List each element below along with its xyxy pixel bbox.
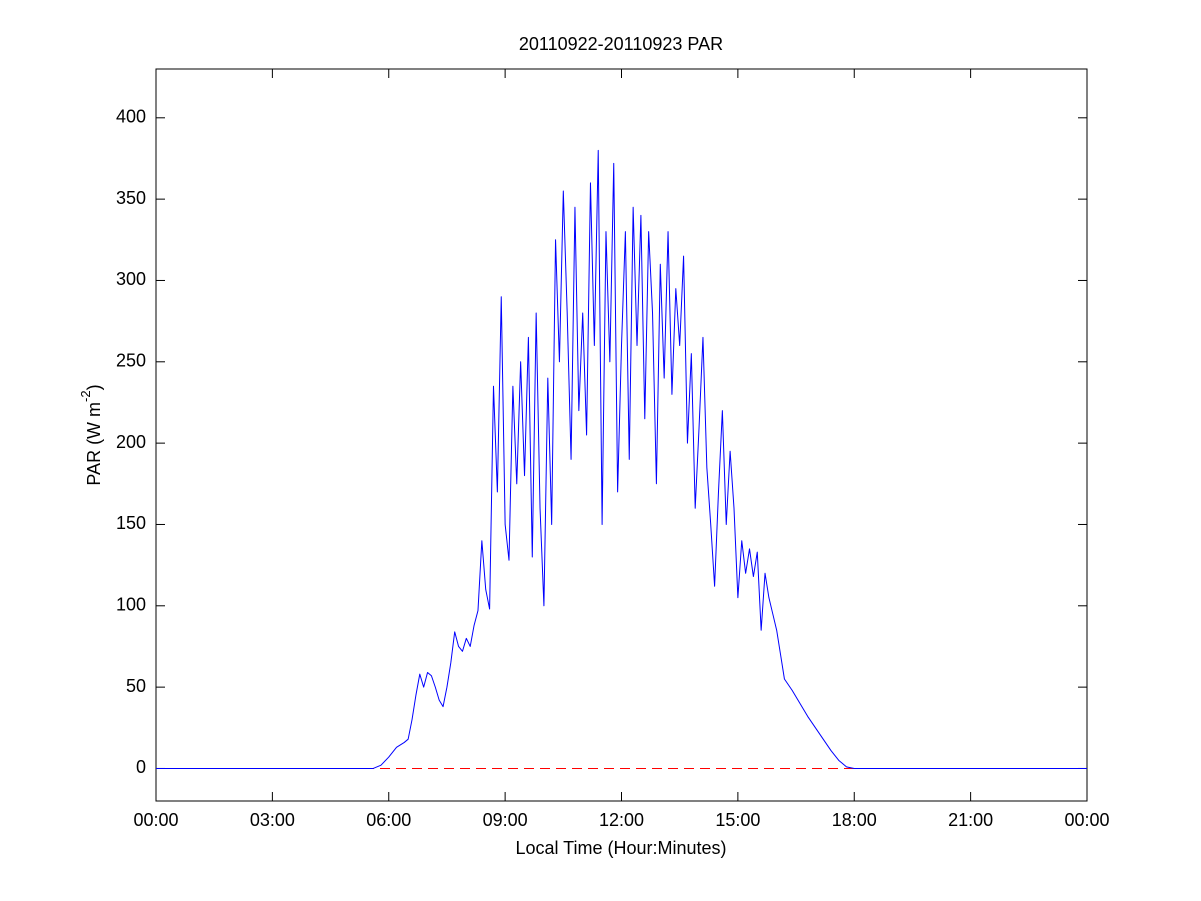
x-tick-label: 00:00	[1064, 810, 1109, 830]
y-tick-label: 100	[116, 595, 146, 615]
y-tick-label: 50	[126, 676, 146, 696]
y-tick-label: 0	[136, 757, 146, 777]
y-tick-label: 150	[116, 513, 146, 533]
x-tick-label: 12:00	[599, 810, 644, 830]
x-tick-label: 00:00	[133, 810, 178, 830]
x-tick-label: 09:00	[483, 810, 528, 830]
x-tick-label: 18:00	[832, 810, 877, 830]
y-axis-label: PAR (W m-2)	[78, 384, 103, 485]
chart-title: 20110922-20110923 PAR	[519, 34, 723, 54]
x-tick-label: 15:00	[715, 810, 760, 830]
x-tick-label: 03:00	[250, 810, 295, 830]
y-label-suffix: )	[84, 384, 104, 390]
x-tick-label: 21:00	[948, 810, 993, 830]
y-tick-label: 200	[116, 432, 146, 452]
y-tick-label: 300	[116, 269, 146, 289]
y-label-text: PAR (W m	[84, 402, 104, 486]
x-axis-label: Local Time (Hour:Minutes)	[515, 838, 726, 858]
y-label-sup: -2	[78, 390, 93, 402]
y-tick-label: 350	[116, 188, 146, 208]
y-tick-label: 250	[116, 351, 146, 371]
data-line	[156, 149, 1087, 769]
y-tick-label: 400	[116, 107, 146, 127]
x-tick-label: 06:00	[366, 810, 411, 830]
